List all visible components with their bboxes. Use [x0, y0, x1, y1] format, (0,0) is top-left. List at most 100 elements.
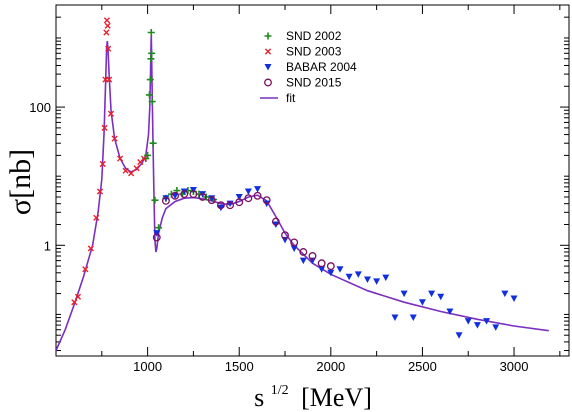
x-tick-label: 3000: [500, 359, 529, 374]
ticks: 1000 1500 2000 2500 3000 1 100: [29, 4, 569, 374]
data-point-x: [122, 167, 129, 174]
data-point-triangle-down: [327, 269, 335, 277]
legend-label: BABAR 2004: [286, 60, 357, 74]
data-point-circle: [152, 233, 161, 242]
data-point-x: [101, 124, 108, 131]
data-point-circle: [281, 231, 289, 240]
data-point-circle: [207, 196, 216, 205]
data-point-x: [104, 22, 111, 29]
data-point-triangle-down: [446, 308, 454, 316]
data-point-circle: [326, 262, 335, 271]
data-point-circle: [262, 196, 271, 205]
data-point-triangle-down: [345, 273, 353, 281]
data-point-triangle-down: [464, 318, 472, 325]
data-point-plus: [144, 151, 152, 159]
x-axis-label-main: s: [254, 383, 264, 412]
data-point-plus: [149, 139, 157, 147]
data-point-x: [140, 155, 148, 162]
data-point-triangle-down: [363, 276, 371, 283]
data-point-triangle-down: [437, 293, 445, 301]
data-point-triangle-down: [318, 266, 326, 273]
data-point-triangle-down: [373, 278, 381, 285]
data-point-circle: [171, 191, 180, 200]
x-tick-label: 1000: [133, 359, 162, 374]
data-point-triangle-down: [391, 314, 399, 322]
data-point-triangle-down: [162, 195, 170, 202]
data-point-triangle-down: [483, 318, 491, 325]
data-point-triangle-down: [354, 271, 362, 278]
legend-marker-triangle-down: [264, 64, 272, 71]
data-point-triangle-down: [171, 192, 179, 200]
y-axis-label: σ[nb]: [4, 149, 37, 215]
data-point-circle: [244, 194, 253, 203]
data-point-triangle-down: [336, 266, 344, 273]
data-point-x: [117, 155, 124, 162]
data-point-circle: [308, 252, 317, 260]
data-point-triangle-down: [199, 191, 207, 198]
data-point-triangle-down: [473, 322, 481, 329]
data-point-triangle-down: [455, 332, 463, 339]
data-point-x: [106, 76, 113, 83]
data-point-triangle-down: [290, 245, 298, 252]
data-point-triangle-down: [418, 299, 426, 306]
data-point-triangle-down: [299, 257, 307, 265]
legend-marker-plus: [264, 32, 272, 40]
fit-layer: [56, 35, 549, 351]
data-point-plus: [151, 196, 159, 204]
data-point-plus: [146, 76, 154, 84]
y-tick-label: 1: [44, 238, 51, 253]
data-point-x: [71, 299, 78, 306]
data-point-x: [74, 293, 82, 300]
data-point-x: [93, 214, 100, 221]
data-point-triangle-down: [254, 186, 262, 193]
legend-label: SND 2015: [286, 76, 342, 90]
data-point-x: [128, 170, 135, 177]
data-point-circle: [216, 201, 225, 210]
x-axis-label-sup: 1/2: [271, 383, 289, 398]
data-point-circle: [317, 259, 326, 268]
data-point-circle: [271, 217, 280, 226]
data-point-triangle-down: [400, 290, 408, 298]
data-point-triangle-down: [409, 314, 417, 322]
data-point-plus: [145, 91, 153, 99]
x-tick-label: 2000: [316, 359, 345, 374]
data-point-plus: [148, 49, 156, 57]
data-point-circle: [290, 238, 299, 247]
plot-area: 1000 1500 2000 2500 3000 1 100: [29, 4, 570, 374]
data-point-triangle-down: [244, 188, 252, 196]
data-point-circle: [180, 190, 189, 199]
legend-marker-circle: [264, 78, 272, 87]
data-point-triangle-down: [235, 193, 243, 201]
x-tick-label: 1500: [225, 359, 254, 374]
data-point-x: [107, 110, 115, 117]
fit-line: [56, 35, 549, 351]
data-point-x: [133, 165, 140, 172]
data-point-triangle-down: [501, 290, 509, 298]
legend-label: SND 2002: [286, 29, 342, 43]
data-point-circle: [235, 198, 244, 207]
data-point-triangle-down: [428, 290, 436, 298]
legend-label: SND 2003: [286, 45, 342, 59]
data-point-circle: [226, 201, 235, 210]
legend-label: fit: [286, 91, 296, 105]
data-point-triangle-down: [180, 188, 188, 196]
data-point-x: [96, 188, 104, 195]
data-point-circle: [299, 248, 308, 256]
data-point-triangle-down: [382, 274, 390, 282]
data-point-x: [111, 135, 118, 142]
x-axis-label: s 1/2 [MeV]: [254, 371, 372, 412]
data-point-x: [103, 17, 111, 24]
data-point-plus: [147, 28, 155, 36]
data-point-triangle-down: [492, 324, 500, 331]
plot-frame: [55, 4, 570, 357]
legend-marker-x: [264, 48, 272, 55]
data-point-circle: [253, 191, 262, 200]
data-point-x: [105, 45, 112, 52]
data-point-x: [82, 266, 89, 273]
data-point-circle: [189, 190, 198, 199]
data-point-x: [87, 245, 94, 252]
x-tick-label: 2500: [408, 359, 437, 374]
points-layer: [71, 17, 518, 339]
